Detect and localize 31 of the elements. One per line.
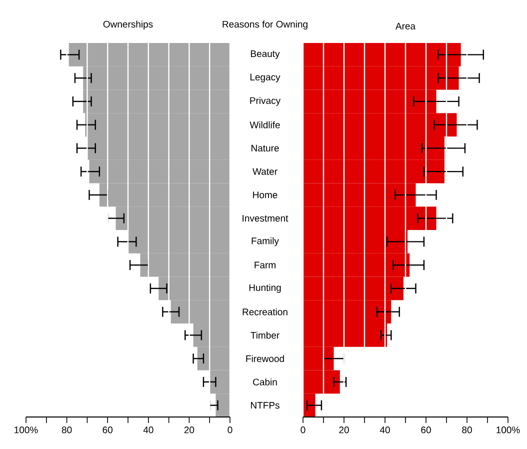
- x-tick-label: 80: [462, 426, 472, 434]
- x-tick-label: 20: [184, 426, 194, 434]
- y-tick-label: Hunting: [249, 284, 281, 293]
- x-tick-label: 0: [300, 426, 306, 434]
- y-tick-label: Home: [253, 192, 278, 198]
- y-tick-label: Nature: [252, 144, 279, 152]
- y-tick-label: Beauty: [251, 50, 280, 59]
- x-tick-label: 40: [380, 426, 390, 434]
- y-tick-label: Family: [252, 237, 279, 246]
- y-tick-label: Legacy: [250, 74, 280, 82]
- y-tick-label: Cabin: [253, 378, 277, 386]
- x-tick-label: 60: [421, 426, 431, 434]
- y-axis-title: Reasons for Owning: [222, 20, 308, 30]
- y-tick-label: Investment: [242, 214, 288, 222]
- y-tick-label: Wildlife: [250, 121, 280, 128]
- y-tick-label: Timber: [250, 332, 280, 339]
- y-tick-label: Recreation: [242, 308, 288, 316]
- x-tick-label: 100%: [14, 426, 38, 434]
- chart-title: Area: [395, 22, 416, 30]
- x-tick-label: 80: [62, 426, 72, 434]
- x-tick-label: 40: [143, 426, 154, 434]
- y-tick-label: Privacy: [250, 97, 281, 106]
- x-tick-label: 0: [228, 426, 232, 434]
- chart-title: Ownerships: [103, 20, 153, 30]
- x-tick-label: 60: [102, 426, 113, 434]
- y-tick-label: Firewood: [246, 355, 284, 362]
- x-tick-label: 100%: [496, 426, 520, 434]
- x-tick-label: 20: [339, 426, 349, 434]
- y-tick-label: Water: [252, 168, 278, 175]
- y-tick-label: NTFPs: [251, 402, 280, 409]
- y-tick-label: Farm: [254, 262, 276, 268]
